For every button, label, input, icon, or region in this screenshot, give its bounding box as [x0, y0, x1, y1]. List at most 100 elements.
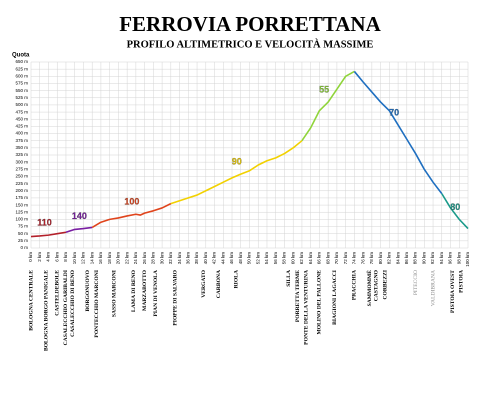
speed-label: 100: [124, 197, 139, 207]
x-tick-label: 72 km: [343, 252, 348, 265]
x-tick-label: 68 km: [325, 252, 330, 265]
x-tick-label: 16 km: [98, 252, 103, 265]
y-tick-label: 525 m: [15, 95, 28, 100]
y-tick-label: 500 m: [15, 102, 28, 107]
x-tick-label: 84 km: [395, 252, 400, 265]
station-label: PRACCHIA: [352, 270, 358, 300]
station-label: BOLOGNA CENTRALE: [28, 270, 34, 331]
y-tick-label: 125 m: [15, 209, 28, 214]
y-tick-label: 625 m: [15, 66, 28, 71]
y-tick-label: 25 m: [18, 238, 28, 243]
x-tick-label: 90 km: [421, 252, 426, 265]
x-tick-label: 32 km: [168, 252, 173, 265]
station-label: VALDIBRANA: [430, 270, 436, 306]
station-label: CASTAGNO: [374, 269, 380, 301]
y-tick-label: 0 m: [20, 245, 28, 250]
speed-label: 70: [389, 107, 399, 117]
x-tick-label: 78 km: [369, 252, 374, 265]
y-tick-label: 150 m: [15, 202, 28, 207]
speed-label: 55: [319, 84, 329, 94]
x-tick-label: 50 km: [247, 252, 252, 265]
station-label: CASALECCHIO GARIBALDI: [63, 270, 69, 345]
profile-line: [65, 226, 93, 234]
station-label: PONTECCHIO MARCONI: [94, 270, 100, 338]
profile-line: [353, 70, 443, 195]
x-tick-label: 92 km: [430, 252, 435, 265]
x-tick-label: 36 km: [186, 252, 191, 265]
x-tick-label: 64 km: [308, 252, 313, 265]
profile-line: [301, 70, 355, 142]
y-tick-label: 200 m: [15, 188, 28, 193]
y-tick-label: 300 m: [15, 159, 28, 164]
y-tick-label: 325 m: [15, 152, 28, 157]
station-label: PONTE DELLA VENTURINA: [304, 270, 310, 345]
x-tick-label: 48 km: [238, 252, 243, 265]
station-label: MARZABOTTO: [142, 269, 148, 311]
station-label: LAMA DI RENO: [131, 269, 137, 312]
x-tick-label: 22 km: [124, 252, 129, 265]
y-tick-label: 75 m: [18, 224, 28, 229]
y-tick-label: 250 m: [15, 174, 28, 179]
x-tick-label: 38 km: [194, 252, 199, 265]
profile-line: [441, 193, 469, 230]
y-tick-label: 650 m: [15, 59, 28, 64]
station-label: CASALECCHIO DI RENO: [70, 269, 76, 336]
x-tick-label: 6 km: [54, 252, 59, 262]
y-tick-label: 225 m: [15, 181, 28, 186]
x-tick-label: 0 km: [28, 252, 33, 262]
chart-title: FERROVIA PORRETTANA: [119, 12, 381, 36]
x-tick-label: 34 km: [177, 252, 182, 265]
x-tick-label: 40 km: [203, 252, 208, 265]
station-label: SAMMOMMÈ: [365, 270, 373, 307]
x-tick-label: 20 km: [116, 252, 121, 265]
y-tick-label: 450 m: [15, 116, 28, 121]
speed-label: 80: [450, 202, 460, 212]
y-tick-label: 50 m: [18, 231, 28, 236]
y-tick-label: 475 m: [15, 109, 28, 114]
x-tick-label: 70 km: [334, 252, 339, 265]
station-label: RIOLA: [234, 270, 240, 288]
station-label: CORBEZZI: [382, 270, 388, 300]
station-label: PISTOIA: [459, 270, 465, 293]
station-label: SASSO MARCONI: [111, 270, 117, 317]
x-tick-label: 56 km: [273, 252, 278, 265]
speed-label: 110: [37, 217, 52, 227]
x-tick-label: 94 km: [439, 252, 444, 265]
y-tick-label: 550 m: [15, 88, 28, 93]
y-tick-label: 350 m: [15, 145, 28, 150]
speed-label: 90: [232, 157, 242, 167]
station-label: SILLA: [286, 270, 292, 287]
station-label: CASTELDEBOLE: [55, 270, 61, 316]
x-tick-label: 4 km: [46, 252, 51, 262]
profile-line: [91, 202, 172, 229]
x-tick-label: 42 km: [212, 252, 217, 265]
station-label: PITECCIO: [413, 270, 419, 295]
x-tick-label: 30 km: [159, 252, 164, 265]
station-label: BOLOGNA BORGO PANIGALE: [44, 270, 50, 351]
x-tick-label: 66 km: [317, 252, 322, 265]
x-tick-label: 8 km: [63, 252, 68, 262]
x-tick-label: 44 km: [220, 252, 225, 265]
x-tick-label: 76 km: [360, 252, 365, 265]
station-label: MOLINO DEL PALLONE: [317, 270, 323, 335]
y-tick-label: 275 m: [15, 166, 28, 171]
y-tick-label: 175 m: [15, 195, 28, 200]
x-tick-label: 14 km: [89, 252, 94, 265]
station-label: BORGONUOVO: [85, 269, 91, 311]
station-label: BIAGIONI LAGACCI: [332, 270, 338, 325]
x-tick-label: 62 km: [299, 252, 304, 265]
x-tick-label: 96 km: [448, 252, 453, 265]
x-tick-label: 46 km: [229, 252, 234, 265]
x-tick-label: 28 km: [151, 252, 156, 265]
y-tick-label: 575 m: [15, 81, 28, 86]
y-tick-label: 400 m: [15, 131, 28, 136]
y-tick-label: 600 m: [15, 73, 28, 78]
y-tick-label: 100 m: [15, 217, 28, 222]
x-tick-label: 24 km: [133, 252, 138, 265]
x-tick-label: 54 km: [264, 252, 269, 265]
y-axis-label: Quota: [12, 53, 30, 59]
x-tick-label: 88 km: [413, 252, 418, 265]
x-tick-label: 58 km: [282, 252, 287, 265]
